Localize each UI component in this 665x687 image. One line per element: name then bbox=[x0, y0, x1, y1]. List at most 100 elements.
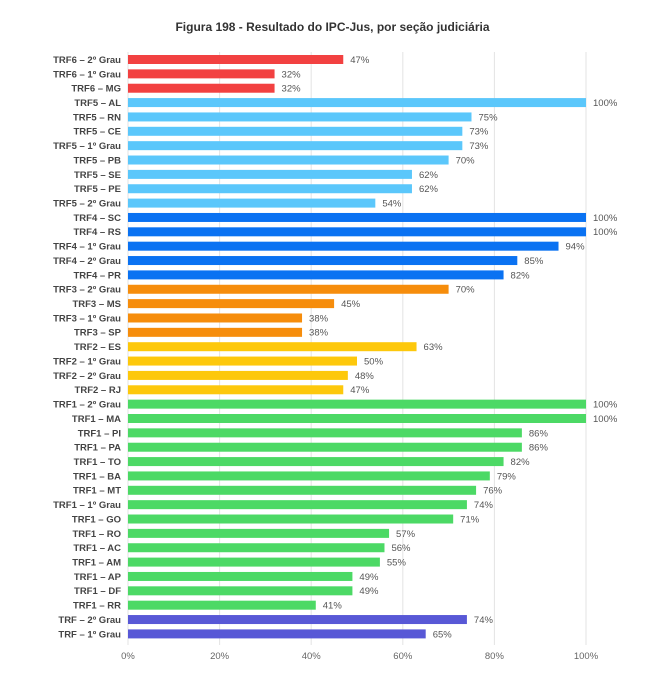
value-label: 50% bbox=[364, 356, 384, 367]
category-label: TRF1 – RR bbox=[73, 601, 121, 612]
bar bbox=[128, 342, 417, 352]
value-label: 70% bbox=[456, 285, 476, 296]
value-label: 86% bbox=[529, 428, 549, 439]
bar bbox=[128, 500, 467, 510]
x-tick-label: 60% bbox=[393, 651, 413, 662]
category-label: TRF5 – AL bbox=[74, 98, 121, 109]
category-label: TRF1 – 2º Grau bbox=[53, 400, 121, 411]
value-label: 71% bbox=[460, 514, 480, 525]
value-label: 100% bbox=[593, 213, 618, 224]
category-label: TRF5 – 1º Grau bbox=[53, 141, 121, 152]
bar bbox=[128, 571, 353, 581]
category-label: TRF1 – AC bbox=[73, 543, 121, 554]
value-label: 49% bbox=[359, 586, 379, 597]
category-label: TRF2 – 2º Grau bbox=[53, 371, 121, 382]
value-label: 86% bbox=[529, 443, 549, 454]
category-label: TRF1 – TO bbox=[74, 457, 121, 468]
category-label: TRF3 – MS bbox=[72, 299, 121, 310]
value-label: 94% bbox=[566, 242, 586, 253]
bar bbox=[128, 543, 385, 553]
bar bbox=[128, 586, 353, 596]
category-label: TRF3 – 2º Grau bbox=[53, 285, 121, 296]
bar bbox=[128, 98, 586, 108]
value-label: 49% bbox=[359, 572, 379, 583]
category-label: TRF2 – ES bbox=[74, 342, 121, 353]
category-label: TRF – 1º Grau bbox=[58, 629, 121, 640]
category-label: TRF6 – 1º Grau bbox=[53, 69, 121, 80]
bar bbox=[128, 457, 504, 467]
x-axis-ticks: 0% 20% 40% 60% 80% 100% bbox=[121, 651, 599, 662]
bar bbox=[128, 428, 522, 438]
bar bbox=[128, 528, 390, 538]
value-label: 63% bbox=[424, 342, 444, 353]
value-label: 82% bbox=[511, 270, 531, 281]
value-label: 55% bbox=[387, 558, 407, 569]
bar bbox=[128, 55, 344, 64]
value-label: 32% bbox=[282, 69, 302, 80]
category-label: TRF4 – SC bbox=[73, 213, 121, 224]
bar bbox=[128, 414, 586, 423]
bar bbox=[128, 141, 463, 151]
category-label: TRF6 – MG bbox=[71, 84, 121, 95]
category-label: TRF1 – MA bbox=[72, 414, 121, 425]
category-label: TRF2 – RJ bbox=[75, 385, 121, 396]
bar bbox=[128, 485, 477, 495]
bar bbox=[128, 514, 454, 524]
bar bbox=[128, 370, 348, 380]
bar bbox=[128, 212, 586, 222]
value-label: 45% bbox=[341, 299, 361, 310]
category-label: TRF3 – 1º Grau bbox=[53, 313, 121, 324]
category-label: TRF4 – 2º Grau bbox=[53, 256, 121, 267]
category-label: TRF1 – PA bbox=[74, 443, 121, 454]
value-label: 57% bbox=[396, 529, 416, 540]
category-labels: TRF6 – 2º Grau TRF6 – 1º Grau TRF6 – MG TRF… bbox=[53, 55, 122, 640]
value-label: 85% bbox=[524, 256, 544, 267]
bars bbox=[128, 55, 586, 639]
value-label: 56% bbox=[391, 543, 411, 554]
category-label: TRF4 – RS bbox=[73, 227, 121, 238]
value-label: 38% bbox=[309, 328, 329, 339]
x-tick-label: 20% bbox=[210, 651, 230, 662]
bar bbox=[128, 600, 316, 610]
bar bbox=[128, 112, 472, 122]
category-label: TRF5 – PB bbox=[73, 155, 121, 166]
value-labels: 47% 32% 32% 100% 75% 73% 73% 70% 62% 62% 54% 100% 10… bbox=[282, 55, 618, 640]
bar bbox=[128, 284, 449, 294]
category-label: TRF4 – 1º Grau bbox=[53, 242, 121, 253]
value-label: 73% bbox=[469, 127, 489, 138]
bar bbox=[128, 169, 412, 179]
category-label: TRF1 – MT bbox=[73, 486, 121, 497]
bar bbox=[128, 629, 426, 639]
bar bbox=[128, 471, 490, 481]
category-label: TRF4 – PR bbox=[73, 270, 121, 281]
bar bbox=[128, 270, 504, 280]
category-label: TRF – 2º Grau bbox=[58, 615, 121, 626]
bar bbox=[128, 356, 357, 366]
bar bbox=[128, 615, 467, 625]
bar bbox=[128, 155, 449, 165]
x-tick-label: 80% bbox=[485, 651, 505, 662]
category-label: TRF1 – DF bbox=[74, 586, 121, 597]
bar bbox=[128, 327, 303, 337]
value-label: 100% bbox=[593, 227, 618, 238]
bar bbox=[128, 313, 303, 323]
category-label: TRF5 – RN bbox=[73, 112, 121, 123]
value-label: 74% bbox=[474, 500, 494, 511]
value-label: 38% bbox=[309, 313, 329, 324]
category-label: TRF1 – RO bbox=[72, 529, 121, 540]
category-label: TRF1 – 1º Grau bbox=[53, 500, 121, 511]
value-label: 82% bbox=[511, 457, 531, 468]
category-label: TRF1 – PI bbox=[78, 428, 121, 439]
category-label: TRF5 – PE bbox=[74, 184, 121, 195]
bar bbox=[128, 126, 463, 136]
category-label: TRF1 – AM bbox=[72, 558, 121, 569]
value-label: 47% bbox=[350, 385, 370, 396]
value-label: 54% bbox=[382, 199, 402, 210]
bar bbox=[128, 241, 559, 251]
value-label: 79% bbox=[497, 471, 517, 482]
category-label: TRF1 – AP bbox=[74, 572, 122, 583]
value-label: 41% bbox=[323, 601, 343, 612]
chart-title: Figura 198 - Resultado do IPC-Jus, por s… bbox=[175, 20, 490, 34]
value-label: 62% bbox=[419, 170, 439, 181]
